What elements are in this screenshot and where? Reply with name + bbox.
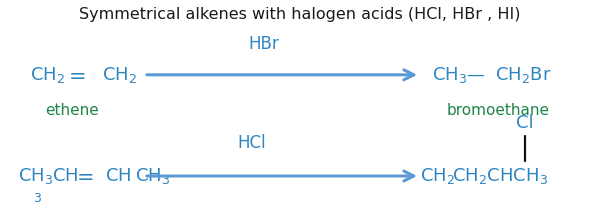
Text: $\mathregular{=}$: $\mathregular{=}$ [64,65,86,85]
Text: $\mathregular{CH_2CHCH_3}$: $\mathregular{CH_2CHCH_3}$ [452,166,548,186]
Text: $\mathregular{CH_3}$: $\mathregular{CH_3}$ [432,65,467,85]
Text: $\mathregular{CH_2}$: $\mathregular{CH_2}$ [420,166,455,186]
Text: Cl: Cl [516,114,534,132]
Text: $\mathregular{CH}$: $\mathregular{CH}$ [52,167,79,185]
Text: $\mathregular{CH_3}$: $\mathregular{CH_3}$ [135,166,170,186]
Text: ethene: ethene [45,103,99,117]
Text: $\mathregular{—}$: $\mathregular{—}$ [466,66,485,84]
Text: $\mathregular{CH_2}$: $\mathregular{CH_2}$ [102,65,137,85]
Text: $\mathregular{CH_3}$: $\mathregular{CH_3}$ [18,166,53,186]
Text: HBr: HBr [248,35,280,53]
Text: $\mathregular{3}$: $\mathregular{3}$ [34,191,42,205]
Text: $\mathregular{CH_2Br}$: $\mathregular{CH_2Br}$ [495,65,551,85]
Text: bromoethane: bromoethane [446,103,550,117]
Text: $\mathregular{CH_2}$: $\mathregular{CH_2}$ [30,65,65,85]
Text: Symmetrical alkenes with halogen acids (HCl, HBr , HI): Symmetrical alkenes with halogen acids (… [79,7,521,22]
Text: $\mathregular{=}$: $\mathregular{=}$ [72,166,94,186]
Text: $\mathregular{CH}$: $\mathregular{CH}$ [105,167,131,185]
Text: HCl: HCl [238,134,266,152]
